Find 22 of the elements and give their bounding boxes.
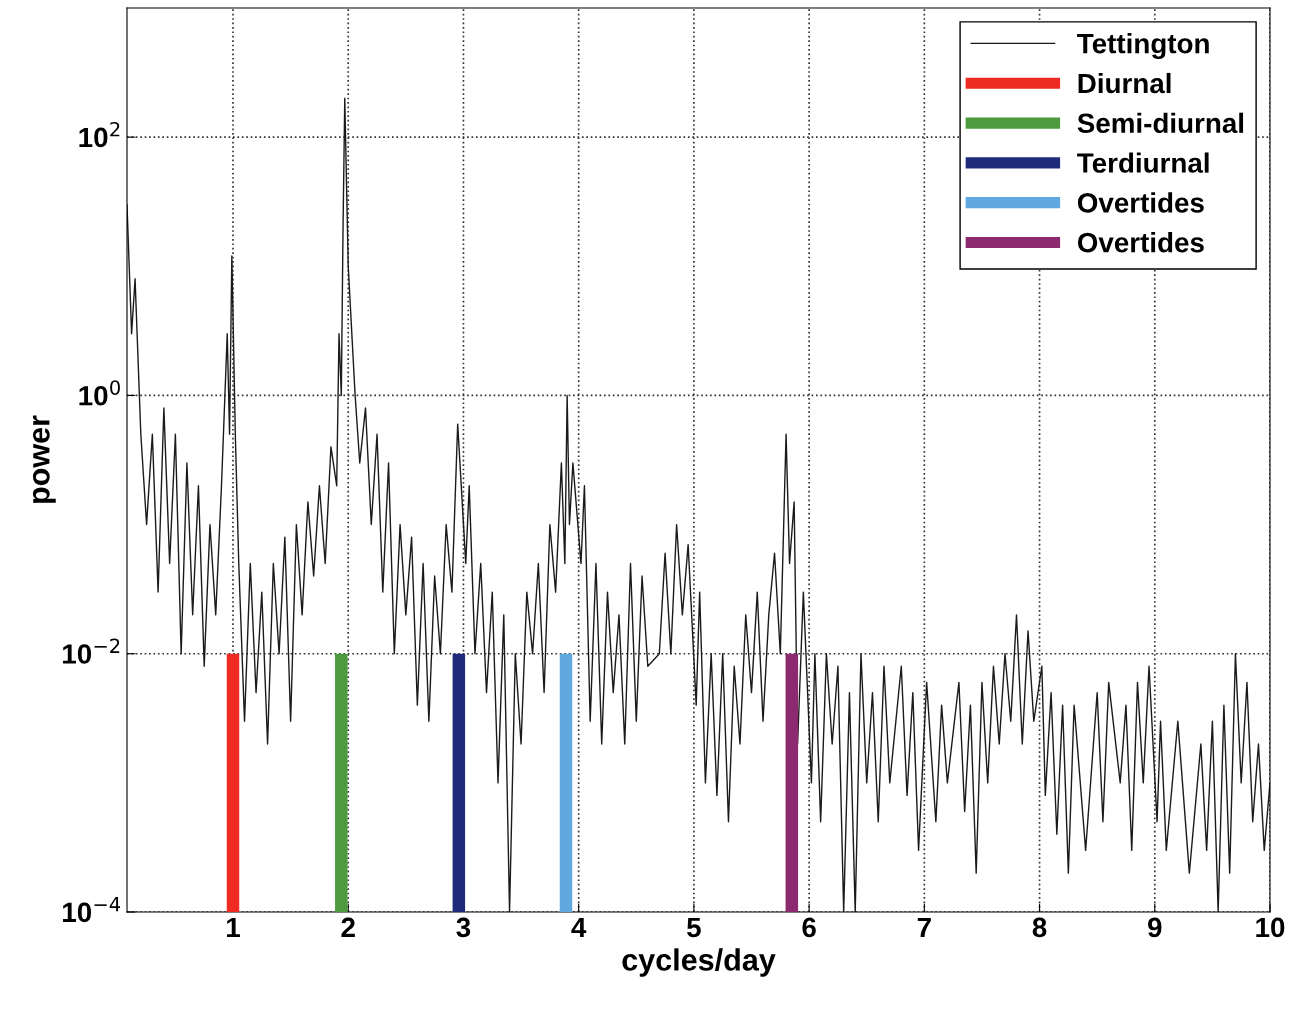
legend-label: Semi-diurnal bbox=[1077, 112, 1244, 134]
x-tick-label: 7 bbox=[917, 917, 931, 937]
x-tick-label: 6 bbox=[802, 917, 816, 938]
x-tick-label: 8 bbox=[1032, 917, 1047, 938]
y-tick-label: 10$^{−2}$ bbox=[63, 638, 120, 664]
legend-label: Tettington bbox=[1077, 33, 1209, 60]
y-axis-title: power bbox=[32, 415, 56, 503]
x-tick-label: 9 bbox=[1148, 917, 1162, 938]
legend-label: Overtides bbox=[1077, 192, 1204, 213]
x-tick-label: 5 bbox=[687, 917, 701, 938]
x-tick-label: 4 bbox=[571, 917, 587, 937]
legend-label: Terdiurnal bbox=[1077, 152, 1209, 173]
y-tick-label: 10$^{2}$ bbox=[79, 121, 120, 148]
y-tick-label: 10$^{−4}$ bbox=[63, 897, 121, 923]
legend-label: Diurnal bbox=[1078, 72, 1171, 94]
x-tick-label: 2 bbox=[341, 917, 355, 937]
y-tick-label: 10$^{0}$ bbox=[79, 380, 120, 406]
x-tick-label: 1 bbox=[227, 917, 240, 937]
legend-label: Overtides bbox=[1077, 232, 1204, 253]
x-axis-title: cycles/day bbox=[622, 948, 776, 977]
x-tick-label: 3 bbox=[456, 917, 471, 938]
x-tick-label: 10 bbox=[1256, 917, 1285, 938]
